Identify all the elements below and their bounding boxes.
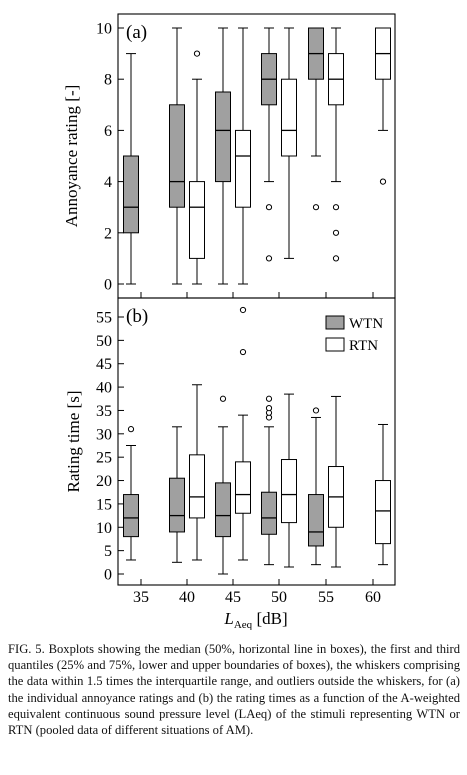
outlier-point — [265, 395, 273, 402]
x-tick-label: 50 — [271, 589, 287, 606]
iqr-box — [215, 482, 231, 538]
y-tick-label: 5 — [104, 543, 112, 560]
y-tick-label: 50 — [96, 333, 112, 350]
outlier-point — [127, 426, 135, 433]
box-rtn-45 — [235, 27, 251, 285]
iqr-box — [189, 454, 205, 519]
y-axis-label: Rating time [s] — [64, 391, 83, 493]
legend-swatch — [325, 315, 345, 330]
iqr-box — [308, 494, 324, 547]
legend-entry-label: RTN — [349, 338, 378, 354]
iqr-box — [123, 155, 139, 234]
y-tick-label: 55 — [96, 310, 112, 327]
y-tick-label: 25 — [96, 450, 112, 467]
iqr-box — [235, 461, 251, 514]
x-axis-label: LAeq [dB] — [223, 609, 287, 630]
x-tick-label: 55 — [318, 589, 334, 606]
outlier-point — [219, 395, 227, 402]
legend-entry-label: WTN — [349, 316, 383, 332]
x-tick-label: 40 — [179, 589, 195, 606]
box-wtn-45 — [215, 395, 231, 575]
iqr-box — [169, 104, 185, 208]
box-wtn-55 — [308, 27, 324, 211]
iqr-box — [123, 494, 139, 538]
boxplot-figure: 0 2 4 6 8 10 Annoyance rating [-] (a) 0 5 10 15 20 2… — [62, 13, 396, 630]
y-tick-label: 4 — [104, 174, 112, 191]
outlier-point — [265, 405, 273, 412]
caption-text: FIG. 5. Boxplots showing the median (50%… — [8, 642, 460, 738]
outlier-point — [332, 204, 340, 211]
box-wtn-35 — [123, 53, 139, 285]
y-tick-label: 45 — [96, 356, 112, 373]
y-tick-label: 30 — [96, 426, 112, 443]
box-rtn-50 — [281, 393, 297, 568]
iqr-box — [375, 480, 391, 545]
plot-frame — [117, 297, 396, 586]
box-wtn-45 — [215, 27, 231, 285]
box-rtn-40 — [189, 384, 205, 561]
figure-caption: FIG. 5. Boxplots showing the median (50%… — [8, 641, 460, 738]
box-wtn-50 — [261, 27, 277, 262]
panel-b-rating-time: 0 5 10 15 20 25 30 35 40 45 50 55 Rating time [s] (b)… — [64, 297, 396, 586]
box-wtn-50 — [261, 395, 277, 566]
y-tick-label: 2 — [104, 225, 112, 242]
iqr-box — [189, 181, 205, 259]
panel-a-annoyance: 0 2 4 6 8 10 Annoyance rating [-] (a) — [62, 13, 396, 299]
panel-label: (b) — [126, 306, 148, 327]
box-wtn-40 — [169, 27, 185, 285]
box-rtn-55 — [328, 27, 344, 262]
y-tick-label: 0 — [104, 567, 112, 584]
box-rtn-50 — [281, 27, 297, 259]
outlier-point — [239, 348, 247, 356]
outlier-point — [312, 204, 320, 211]
box-rtn-45 — [235, 306, 251, 561]
y-tick-label: 20 — [96, 473, 112, 490]
box-wtn-35 — [123, 426, 139, 561]
legend-swatch — [325, 337, 345, 352]
box-rtn-60 — [375, 423, 391, 566]
iqr-box — [169, 477, 185, 533]
outlier-point — [332, 229, 340, 236]
box-rtn-60 — [375, 27, 391, 185]
box-wtn-55 — [308, 407, 324, 566]
y-tick-label: 10 — [96, 21, 112, 38]
y-tick-label: 0 — [104, 277, 112, 294]
plot-frame — [117, 13, 396, 299]
legend: WTN RTN — [325, 315, 383, 354]
x-tick-label: 45 — [225, 589, 241, 606]
outlier-point — [312, 407, 320, 414]
iqr-box — [235, 129, 251, 208]
shared-x-axis: 35 40 45 50 55 60 LAeq [dB] — [133, 589, 381, 630]
x-tick-label: 35 — [133, 589, 149, 606]
iqr-box — [261, 491, 277, 535]
iqr-box — [281, 459, 297, 524]
y-axis-label: Annoyance rating [-] — [62, 85, 81, 228]
y-tick-label: 35 — [96, 403, 112, 420]
y-tick-label: 8 — [104, 72, 112, 89]
y-tick-label: 15 — [96, 496, 112, 513]
outlier-point — [332, 255, 340, 262]
outlier-point — [265, 255, 273, 262]
y-tick-label: 40 — [96, 380, 112, 397]
outlier-point — [265, 204, 273, 211]
y-tick-label: 6 — [104, 123, 112, 140]
x-tick-label: 60 — [365, 589, 381, 606]
outlier-point — [239, 306, 247, 314]
box-wtn-40 — [169, 426, 185, 563]
iqr-box — [281, 78, 297, 157]
panel-label: (a) — [126, 22, 147, 43]
outlier-point — [193, 50, 201, 57]
outlier-point — [379, 178, 387, 185]
y-tick-label: 10 — [96, 520, 112, 537]
iqr-box — [215, 91, 231, 183]
box-rtn-40 — [189, 50, 205, 285]
box-rtn-55 — [328, 395, 344, 568]
